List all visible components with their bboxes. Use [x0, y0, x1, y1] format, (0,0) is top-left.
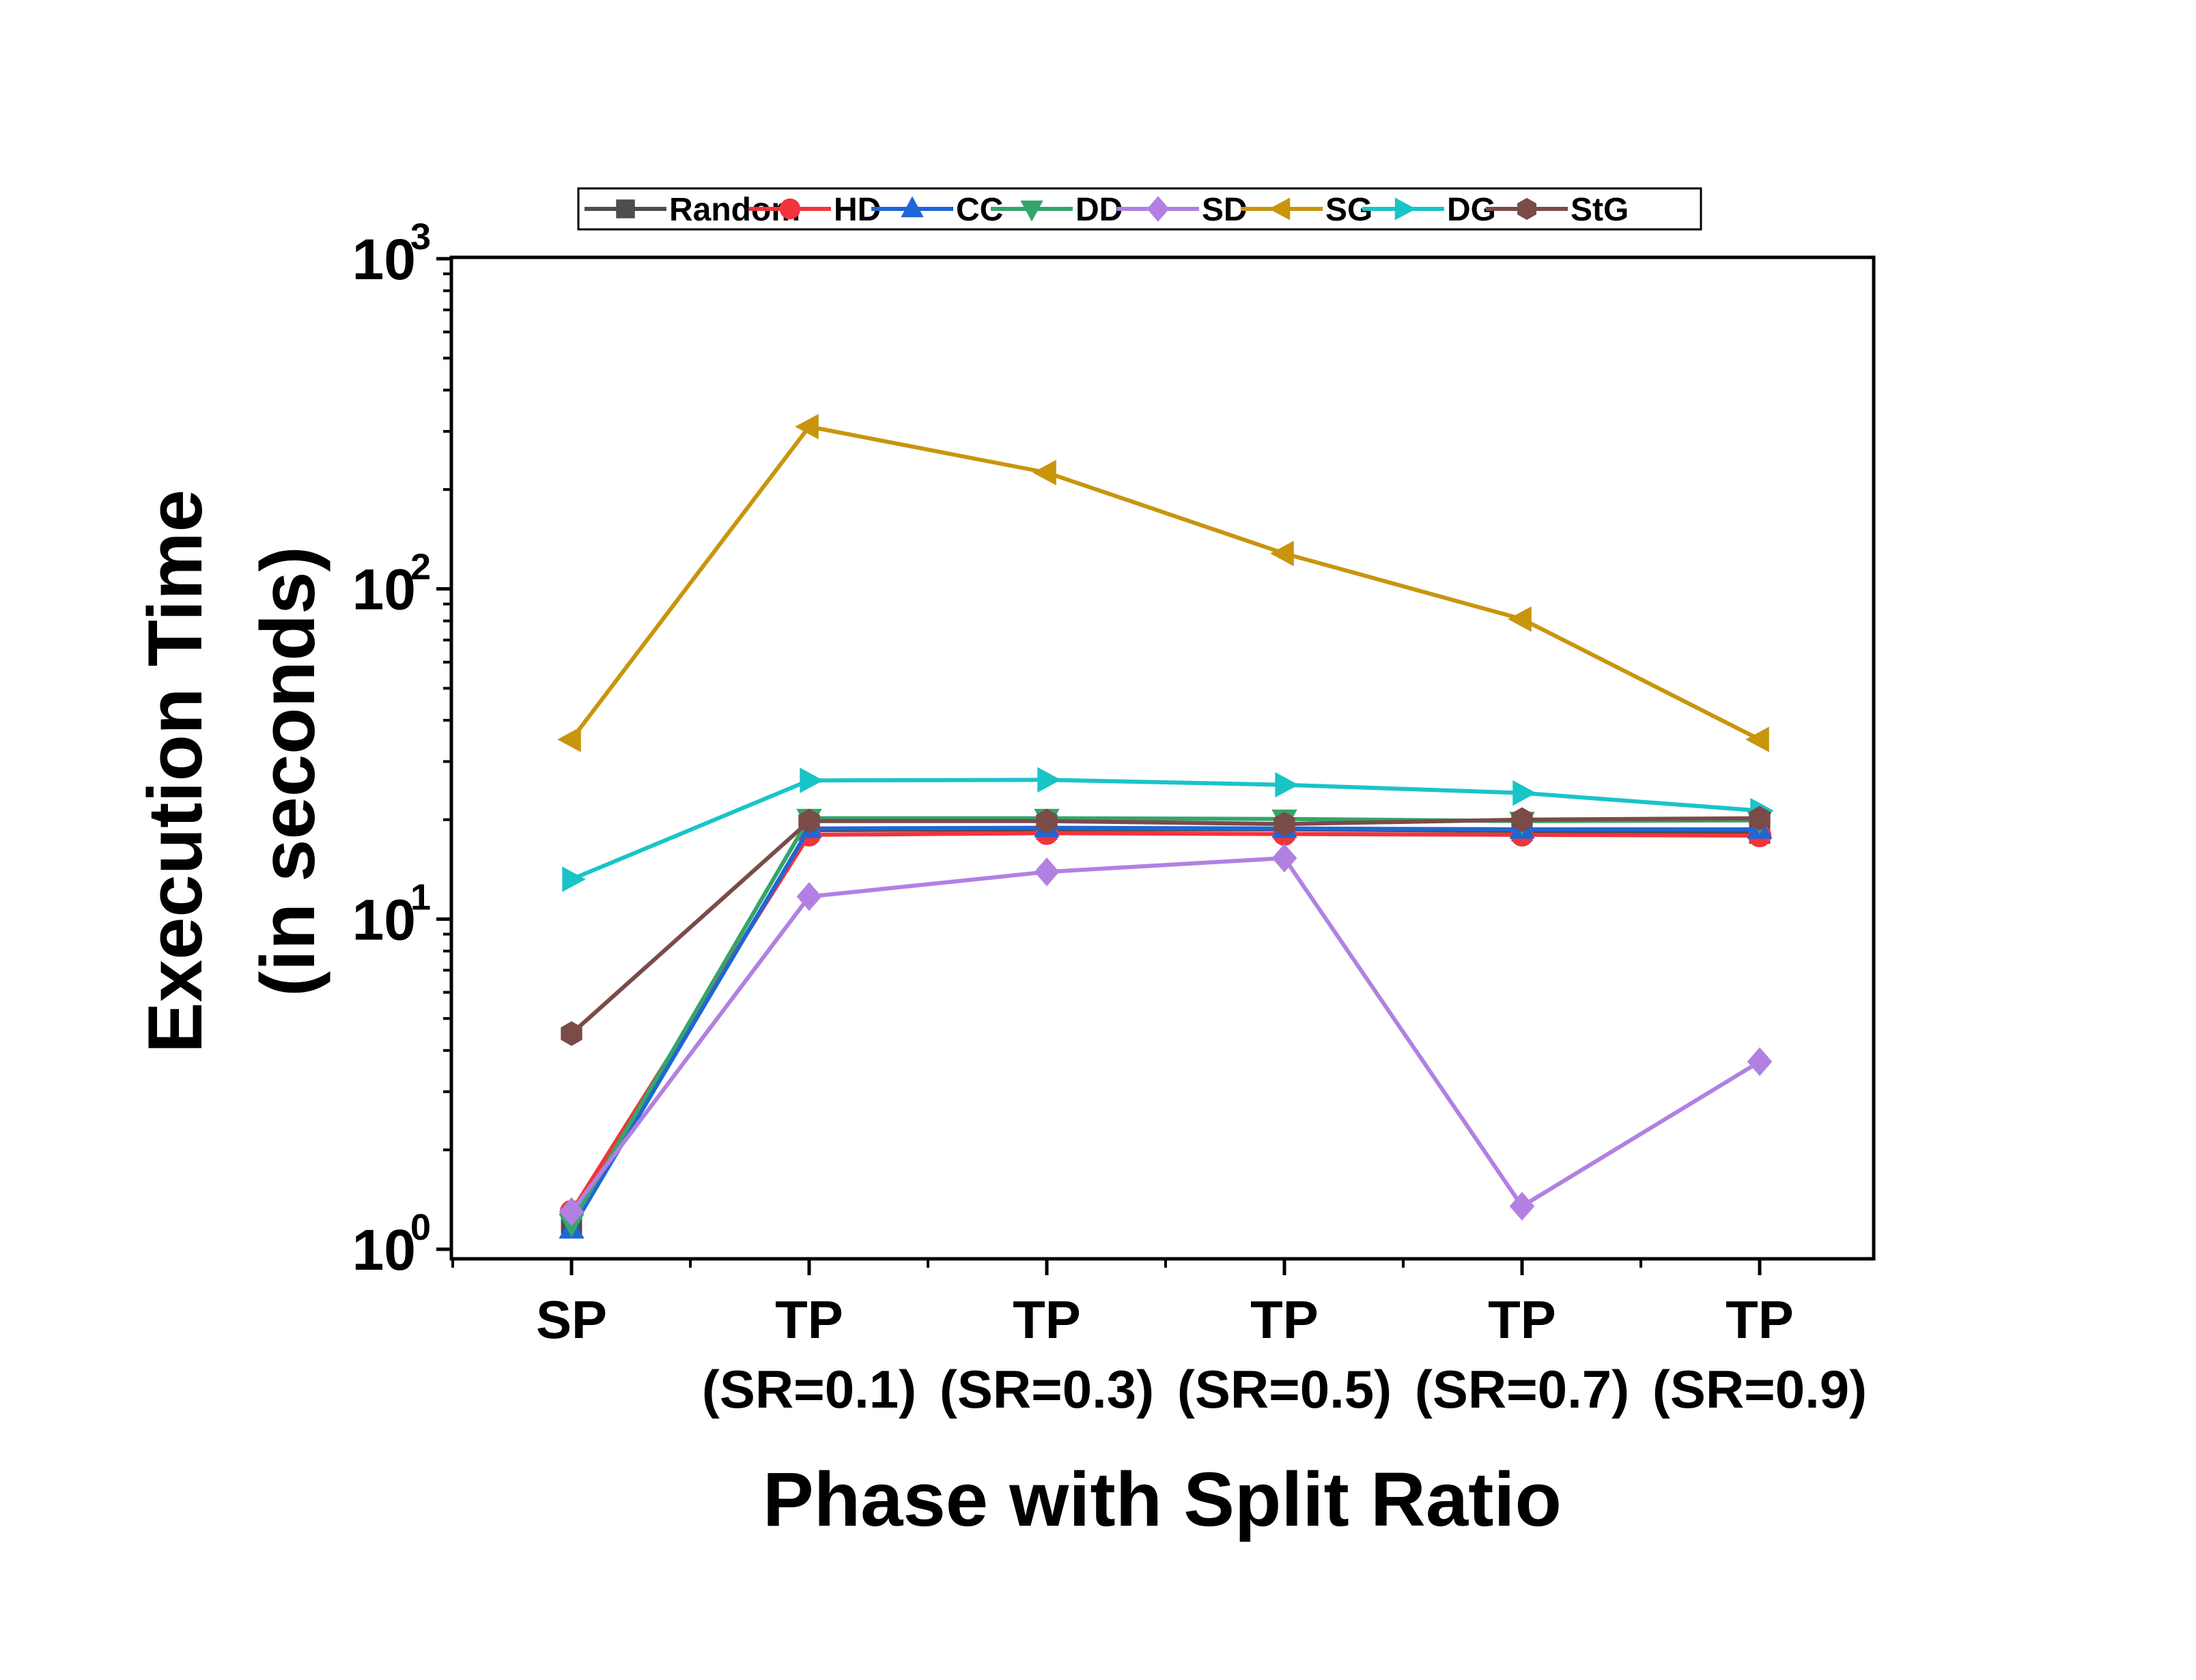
data-point-dg: [800, 767, 824, 793]
legend-marker-random: [616, 199, 635, 218]
data-point-dg: [562, 866, 586, 892]
series-stg: [561, 806, 1771, 1047]
legend-item-cc: CC: [871, 192, 1003, 228]
data-point-sd: [796, 882, 822, 911]
data-point-sg: [795, 414, 819, 440]
data-point-sg: [557, 726, 581, 752]
data-point-stg: [561, 1021, 582, 1047]
data-point-sd: [1747, 1047, 1773, 1077]
x-tick-label-split-ratio: (SR=0.5): [1177, 1359, 1392, 1419]
data-point-sd: [559, 1197, 585, 1226]
x-tick-label: TP: [1250, 1290, 1319, 1350]
legend: Random HD CC DD SD SG DG StG: [577, 187, 1702, 231]
y-tick-label: 10: [352, 1218, 416, 1282]
data-point-stg: [1273, 811, 1295, 837]
x-tick-label: TP: [1726, 1290, 1794, 1350]
x-tick-label: TP: [1013, 1290, 1081, 1350]
y-tick-label-exponent: 0: [410, 1207, 431, 1248]
x-tick-label: TP: [1488, 1290, 1556, 1350]
x-tick-label-split-ratio: (SR=0.3): [940, 1359, 1154, 1419]
legend-item-random: Random: [585, 192, 800, 228]
x-tick-label-split-ratio: (SR=0.1): [702, 1359, 916, 1419]
x-axis-title: Phase with Split Ratio: [763, 1457, 1562, 1542]
data-point-dg: [1512, 780, 1536, 806]
data-point-dg: [1275, 772, 1299, 798]
legend-item-dd: DD: [991, 192, 1123, 228]
data-point-sd: [1034, 857, 1060, 887]
legend-label-sd: SD: [1202, 192, 1248, 228]
legend-marker-hd: [779, 198, 801, 220]
legend-marker-cc: [901, 196, 924, 218]
y-tick-label-exponent: 3: [410, 216, 431, 257]
y-tick-label: 10: [352, 227, 416, 291]
series-line-dg: [570, 778, 1760, 881]
series-line-cc: [569, 825, 1760, 1231]
y-axis-title-line-1: Execution Time: [132, 489, 218, 1053]
legend-marker-stg: [1517, 197, 1536, 220]
y-tick-label: 10: [352, 558, 416, 622]
y-tick-label-exponent: 1: [410, 877, 431, 917]
y-tick-label: 10: [352, 887, 416, 952]
data-point-stg: [798, 808, 820, 834]
legend-item-hd: HD: [749, 192, 881, 228]
series-sg: [557, 414, 1769, 752]
legend-item-stg: StG: [1486, 192, 1629, 228]
legend-label-dd: DD: [1075, 192, 1123, 228]
series-sd: [559, 843, 1773, 1226]
x-tick-label-split-ratio: (SR=0.9): [1652, 1359, 1867, 1419]
series-layer: [557, 414, 1774, 1239]
x-tick-label: TP: [775, 1290, 843, 1350]
series-line-sg: [569, 425, 1761, 741]
data-point-sg: [1508, 606, 1532, 632]
data-point-sg: [1032, 459, 1056, 485]
x-tick-label-split-ratio: (SR=0.7): [1415, 1359, 1629, 1419]
y-axis-title-line-2: (in seconds): [245, 546, 330, 997]
legend-marker-sd: [1146, 196, 1170, 222]
legend-item-sg: SG: [1241, 192, 1372, 228]
data-point-stg: [1749, 806, 1771, 831]
legend-marker-sg: [1269, 197, 1291, 220]
data-point-dg: [1037, 767, 1061, 793]
series-line-sd: [569, 856, 1761, 1213]
legend-marker-dg: [1394, 197, 1416, 220]
legend-item-sd: SD: [1117, 192, 1248, 228]
x-axis: SP TP (SR=0.1) TP (SR=0.3) TP (SR=0.5) TP (SR=0.…: [451, 1259, 1867, 1419]
data-point-sg: [1270, 541, 1294, 567]
data-point-stg: [1511, 807, 1533, 832]
data-point-sd: [1509, 1191, 1535, 1221]
data-point-stg: [1036, 808, 1058, 834]
plot-area-frame: [449, 255, 1876, 1261]
legend-label-stg: StG: [1571, 192, 1629, 228]
data-point-sg: [1745, 726, 1769, 752]
x-tick-label: SP: [536, 1290, 607, 1350]
data-point-sd: [1271, 843, 1297, 873]
y-tick-label-exponent: 2: [410, 547, 431, 588]
legend-marker-dd: [1020, 200, 1043, 222]
series-line-stg: [569, 816, 1760, 1036]
